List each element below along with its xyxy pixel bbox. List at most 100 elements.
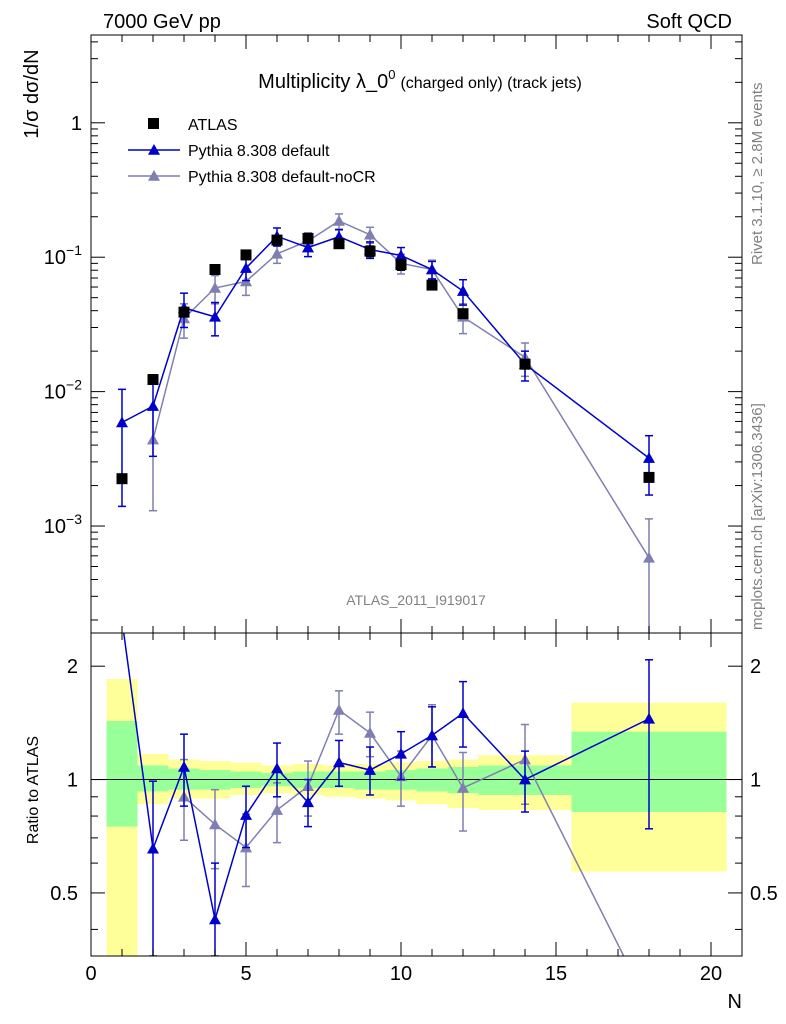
- mc-point: [395, 249, 407, 261]
- ratio-ytick-label: 1: [67, 770, 78, 792]
- main-ytick-label-exp: −1: [66, 242, 82, 258]
- legend-entry-1: Pythia 8.308 default: [128, 143, 330, 160]
- main-ytick-label: 1: [71, 113, 82, 135]
- data-point: [333, 238, 345, 250]
- mc-point: [643, 551, 655, 563]
- ratio-xtick-label: 5: [240, 963, 251, 985]
- ratio-point: [643, 712, 655, 724]
- data-point: [643, 471, 655, 483]
- ratio-xtick-label: 15: [545, 963, 567, 985]
- main-plot: 10−310−210−11 Multiplicity λ_00(charged …: [21, 34, 743, 634]
- ratio-xtick-label: 0: [85, 963, 96, 985]
- data-point: [395, 259, 407, 271]
- mc-point: [147, 400, 159, 411]
- ratio-point: [209, 913, 221, 925]
- header-right: Soft QCD: [646, 11, 732, 33]
- ratio-plot-frame: [90, 632, 743, 957]
- data-point: [178, 306, 190, 318]
- data-point: [519, 358, 531, 370]
- main-ytick-label-base: 10: [44, 247, 66, 269]
- ratio-point: [209, 818, 221, 830]
- main-ytick-label-base: 10: [44, 382, 66, 404]
- ratio-point: [302, 796, 314, 808]
- mc-point: [426, 263, 438, 275]
- main-ytick-label-base: 1: [71, 113, 82, 135]
- ratio-point: [271, 804, 283, 815]
- ratio-plot: 0 5 10 15 20 0.5 0.5 1 1 2 2 Ratio to ATLAS N: [25, 614, 778, 1013]
- legend-marker: [148, 144, 160, 155]
- data-point: [116, 473, 128, 485]
- main-series-line: [121, 235, 650, 459]
- ratio-point: [457, 707, 469, 719]
- ratio-ytick-label-right: 2: [750, 656, 761, 678]
- data-point: [209, 264, 221, 276]
- data-point: [426, 279, 438, 291]
- main-ytick-label-base: 10: [44, 516, 66, 538]
- data-point: [271, 234, 283, 246]
- ratio-ytick-label: 2: [67, 656, 78, 678]
- mc-point: [209, 310, 221, 322]
- xlabel: N: [728, 991, 742, 1013]
- ratio-xtick-label: 20: [700, 963, 722, 985]
- mc-point: [302, 241, 314, 253]
- ratio-point: [364, 764, 376, 775]
- ratio-point: [271, 762, 283, 774]
- ratio-point: [457, 781, 469, 793]
- data-point: [302, 232, 314, 244]
- ratio-point: [147, 842, 159, 854]
- main-ylabel: 1/σ dσ/dN: [21, 49, 43, 138]
- mc-point: [116, 416, 128, 428]
- mc-point: [643, 452, 655, 463]
- legend: ATLAS Pythia 8.308 default Pythia 8.308 de…: [128, 117, 376, 186]
- mc-point: [364, 228, 376, 240]
- main-series-1: [116, 227, 655, 508]
- legend-label: Pythia 8.308 default-noCR: [188, 169, 376, 186]
- plot-title-suffix: (charged only) (track jets): [400, 75, 581, 92]
- data-point: [147, 374, 159, 386]
- ratio-series-0: [116, 614, 655, 956]
- ratio-point: [178, 760, 190, 772]
- ratio-point: [240, 809, 252, 820]
- ratio-xtick-label: 10: [390, 963, 412, 985]
- mc-point: [209, 282, 221, 293]
- rivet-label: Rivet 3.1.10, ≥ 2.8M events: [749, 83, 766, 266]
- data-point: [364, 245, 376, 257]
- ratio-series-line: [183, 708, 625, 956]
- data-point: [240, 249, 252, 261]
- ratio-point: [333, 756, 345, 768]
- main-ytick-label-exp: −2: [66, 377, 82, 393]
- ratio-ylabel: Ratio to ATLAS: [25, 736, 42, 844]
- ratio-point: [333, 704, 345, 715]
- ratio-point: [519, 773, 531, 785]
- mc-point: [333, 214, 345, 226]
- mc-point: [271, 247, 283, 259]
- main-ytick-label: 10−3: [44, 511, 82, 538]
- header-left: 7000 GeV pp: [103, 11, 221, 33]
- legend-entry-0: ATLAS: [148, 117, 238, 134]
- ratio-ytick-label-right: 1: [750, 770, 761, 792]
- ratio-ytick-label-right: 0.5: [750, 883, 778, 905]
- ratio-point: [395, 747, 407, 759]
- main-series-0: [116, 232, 655, 485]
- mc-point: [240, 262, 252, 273]
- legend-entry-2: Pythia 8.308 default-noCR: [128, 169, 376, 186]
- mcplots-label: mcplots.cern.ch [arXiv:1306.3436]: [749, 403, 766, 630]
- band-green: [106, 721, 138, 827]
- main-ytick-label: 10−2: [44, 377, 82, 404]
- legend-marker: [148, 118, 159, 129]
- analysis-label: ATLAS_2011_I919017: [346, 592, 486, 608]
- ratio-ytick-label: 0.5: [50, 883, 78, 905]
- ratio-point: [643, 1000, 655, 1011]
- plot-title-main: Multiplicity λ_0: [258, 71, 388, 93]
- ratio-point: [116, 614, 128, 625]
- main-ytick-label-exp: −3: [66, 511, 82, 527]
- mc-point: [457, 285, 469, 296]
- plot-title: Multiplicity λ_00 (charged only) (track j…: [258, 67, 582, 93]
- legend-label: Pythia 8.308 default: [188, 143, 330, 160]
- main-ytick-label: 10−1: [44, 242, 82, 269]
- ratio-point: [426, 729, 438, 741]
- data-point: [457, 308, 469, 320]
- ratio-point: [364, 726, 376, 738]
- legend-marker: [148, 170, 160, 181]
